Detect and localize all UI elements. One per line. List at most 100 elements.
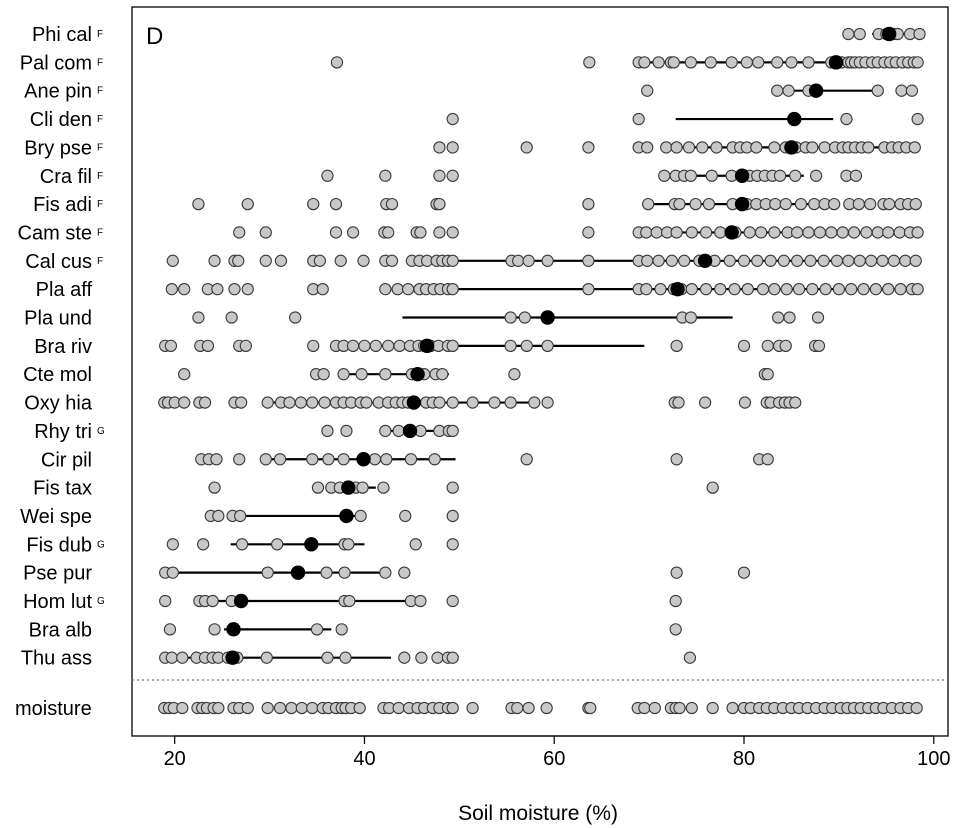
row-cte-mol: Cte mol: [23, 364, 774, 386]
occurrence-point: [813, 226, 827, 239]
occurrence-point: [684, 311, 698, 324]
occurrence-point: [860, 226, 873, 239]
optimum-point: [339, 508, 354, 524]
optimum-point: [784, 140, 799, 155]
occurrence-point: [294, 396, 308, 409]
occurrence-point: [669, 623, 682, 636]
occurrence-point: [632, 112, 645, 126]
optimum-point: [787, 111, 802, 127]
optimum-point: [356, 452, 371, 467]
occurrence-point: [894, 282, 907, 296]
occurrence-point: [809, 169, 823, 182]
row-fis-adi: Fis adi F: [33, 194, 922, 216]
occurrence-point: [178, 368, 191, 381]
occurrence-point: [640, 282, 653, 296]
occurrence-point: [446, 481, 459, 494]
panel-label: D: [146, 23, 163, 50]
moisture-point: [910, 701, 923, 715]
occurrence-point: [804, 254, 817, 267]
occurrence-point: [673, 197, 686, 211]
occurrence-point: [771, 56, 784, 69]
occurrence-point: [705, 169, 718, 182]
occurrence-point: [433, 197, 446, 211]
occurrence-point: [811, 311, 825, 324]
occurrence-point: [337, 453, 350, 466]
occurrence-point: [321, 424, 334, 438]
occurrence-point: [670, 566, 683, 579]
occurrence-point: [354, 509, 367, 523]
occurrence-point: [261, 566, 274, 579]
occurrence-point: [541, 339, 554, 352]
occurrence-point: [466, 396, 479, 409]
row-pla-und: Pla und: [24, 308, 825, 330]
occurrence-point: [842, 254, 855, 267]
occurrence-point: [446, 226, 459, 239]
occurrence-point: [817, 254, 830, 267]
occurrence-point: [321, 169, 334, 182]
species-label: Pla aff: [36, 279, 93, 301]
occurrence-point: [504, 339, 517, 352]
species-group-label: F: [97, 199, 103, 210]
species-label: Pla und: [24, 308, 92, 330]
occurrence-point: [208, 623, 221, 636]
occurrence-point: [488, 396, 501, 409]
occurrence-point: [827, 197, 841, 211]
occurrence-point: [768, 282, 781, 296]
occurrence-point: [654, 282, 667, 296]
occurrence-point: [512, 254, 525, 267]
occurrence-point: [382, 339, 395, 352]
occurrence-point: [211, 282, 224, 296]
occurrence-point: [714, 226, 727, 239]
optimum-point: [828, 55, 844, 70]
occurrence-point: [225, 311, 238, 324]
occurrence-point: [208, 254, 221, 267]
occurrence-point: [197, 538, 210, 551]
row-oxy-hia: Oxy hia: [24, 393, 802, 415]
occurrence-point: [909, 254, 922, 267]
occurrence-point: [306, 453, 319, 466]
occurrence-point: [893, 226, 906, 239]
occurrence-point: [166, 566, 179, 579]
species-label: Ane pin: [24, 81, 92, 103]
species-label: Bra riv: [34, 336, 92, 358]
occurrence-point: [741, 282, 754, 296]
occurrence-point: [446, 651, 459, 664]
occurrence-point: [862, 141, 875, 154]
occurrence-point: [233, 453, 246, 466]
occurrence-point: [446, 254, 459, 267]
moisture-point: [212, 701, 225, 715]
optimum-point: [225, 650, 240, 665]
moisture-point: [261, 701, 274, 715]
occurrence-point: [582, 226, 595, 239]
occurrence-point: [790, 226, 804, 239]
occurrence-point: [520, 141, 533, 154]
occurrence-point: [819, 282, 832, 296]
occurrence-point: [317, 368, 330, 381]
occurrence-point: [398, 566, 411, 579]
occurrence-point: [761, 453, 774, 466]
occurrence-point: [802, 226, 815, 239]
occurrence-point: [911, 282, 924, 296]
occurrence-point: [583, 56, 596, 69]
row-cir-pil: Cir pil: [41, 449, 774, 471]
occurrence-point: [508, 368, 521, 381]
occurrence-point: [852, 197, 865, 211]
occurrence-point: [346, 226, 360, 239]
row-cra-fil: Cra fil F: [40, 166, 863, 188]
occurrence-point: [321, 651, 334, 664]
occurrence-point: [379, 566, 392, 579]
occurrence-point: [913, 27, 926, 41]
moisture-row: moisture: [15, 698, 923, 720]
occurrence-point: [210, 453, 223, 466]
occurrence-point: [882, 282, 895, 296]
occurrence-point: [670, 453, 683, 466]
occurrence-point: [909, 197, 922, 211]
occurrence-point: [433, 396, 446, 409]
occurrence-point: [895, 84, 908, 97]
species-group-label: F: [97, 86, 103, 97]
row-cam-ste: Cam ste F: [18, 222, 924, 244]
row-fis-tax: Fis tax: [33, 478, 719, 500]
row-bry-pse: Bry pse F: [24, 137, 921, 159]
occurrence-point: [355, 368, 368, 381]
occurrence-point: [306, 396, 319, 409]
